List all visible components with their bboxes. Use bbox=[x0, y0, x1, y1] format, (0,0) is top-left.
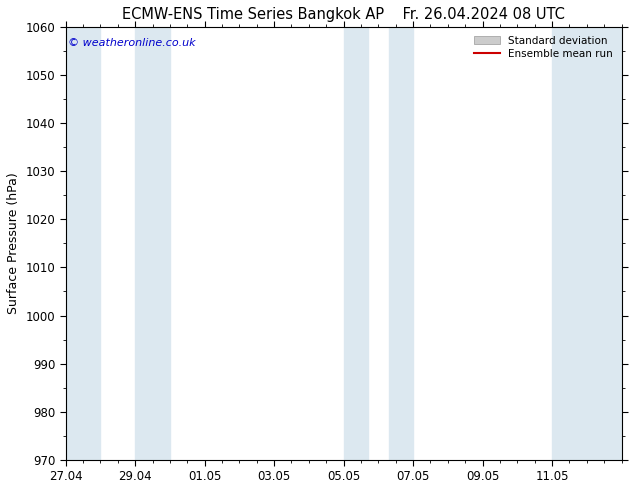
Title: ECMW-ENS Time Series Bangkok AP    Fr. 26.04.2024 08 UTC: ECMW-ENS Time Series Bangkok AP Fr. 26.0… bbox=[122, 7, 565, 22]
Bar bbox=[66, 27, 100, 460]
Bar bbox=[344, 27, 368, 460]
Text: © weatheronline.co.uk: © weatheronline.co.uk bbox=[68, 38, 196, 48]
Bar bbox=[389, 27, 413, 460]
Bar bbox=[135, 27, 170, 460]
Legend: Standard deviation, Ensemble mean run: Standard deviation, Ensemble mean run bbox=[471, 32, 616, 62]
Bar bbox=[552, 27, 621, 460]
Y-axis label: Surface Pressure (hPa): Surface Pressure (hPa) bbox=[7, 172, 20, 314]
